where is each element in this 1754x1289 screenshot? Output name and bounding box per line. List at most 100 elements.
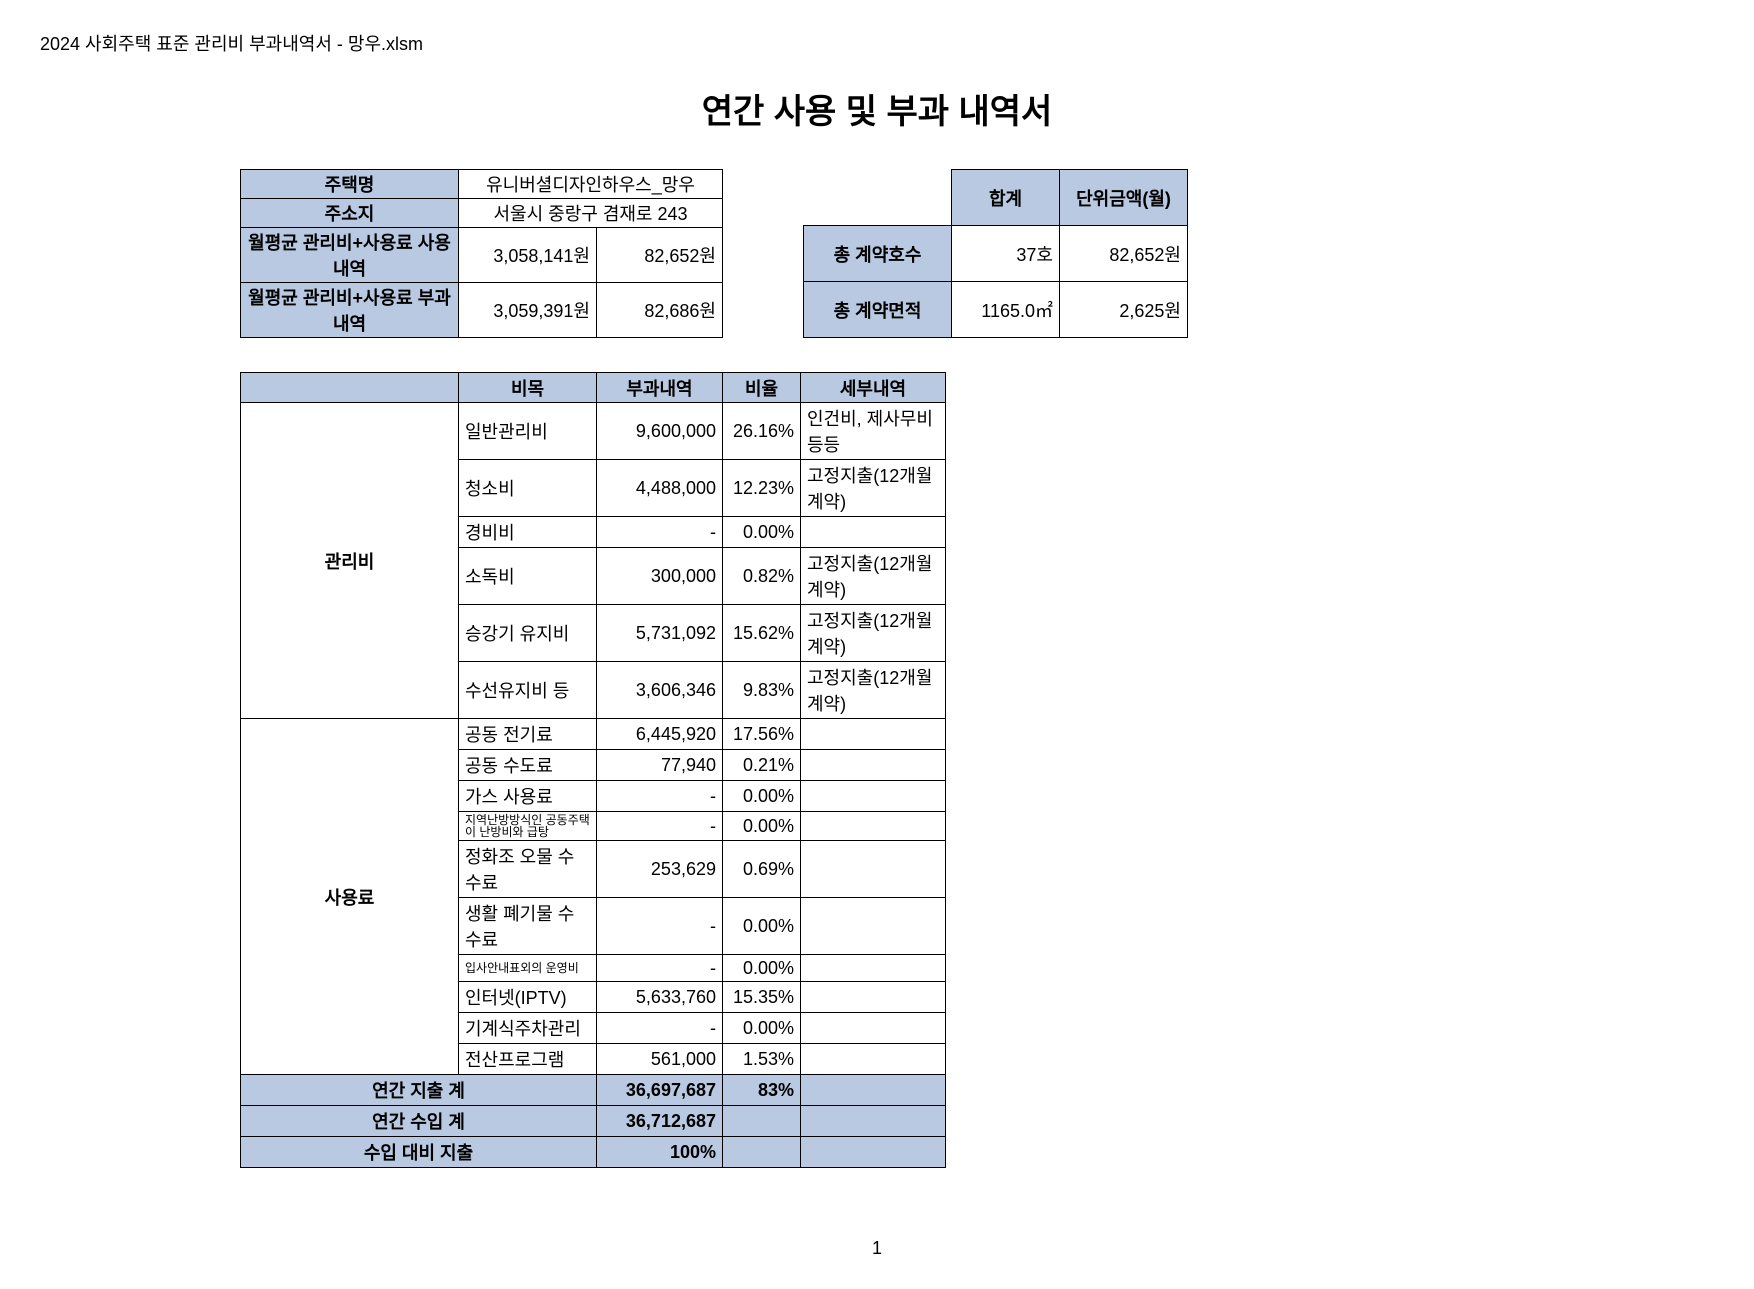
top-tables-row: 주택명 유니버셜디자인하우스_망우 주소지 서울시 중랑구 겸재로 243 월평… (240, 169, 1714, 338)
info-label: 주소지 (241, 199, 459, 228)
amount-cell: 77,940 (597, 750, 723, 781)
total-amount: 36,712,687 (597, 1106, 723, 1137)
amount-cell: 300,000 (597, 548, 723, 605)
side-value: 82,652원 (1060, 226, 1188, 282)
ratio-cell: 0.21% (723, 750, 801, 781)
detail-cell (801, 1013, 946, 1044)
detail-cell: 고정지출(12개월 계약) (801, 662, 946, 719)
amount-cell: 561,000 (597, 1044, 723, 1075)
ratio-cell: 0.00% (723, 517, 801, 548)
total-row: 연간 수입 계 36,712,687 (241, 1106, 946, 1137)
table-row: 사용료 공동 전기료 6,445,920 17.56% (241, 719, 946, 750)
info-label: 월평균 관리비+사용료 부과내역 (241, 283, 459, 338)
amount-cell: - (597, 781, 723, 812)
info-label: 월평균 관리비+사용료 사용내역 (241, 228, 459, 283)
total-detail (801, 1075, 946, 1106)
info-value: 82,686원 (597, 283, 723, 338)
total-ratio: 83% (723, 1075, 801, 1106)
total-detail (801, 1106, 946, 1137)
item-cell: 일반관리비 (459, 403, 597, 460)
document-title: 연간 사용 및 부과 내역서 (40, 84, 1714, 133)
empty-header (241, 373, 459, 403)
item-cell: 공동 수도료 (459, 750, 597, 781)
amount-cell: 6,445,920 (597, 719, 723, 750)
side-label: 총 계약호수 (804, 226, 952, 282)
table-row: 월평균 관리비+사용료 부과내역 3,059,391원 82,686원 (241, 283, 723, 338)
ratio-cell: 9.83% (723, 662, 801, 719)
table-row: 합계 단위금액(월) (804, 170, 1188, 226)
total-label: 수입 대비 지출 (241, 1137, 597, 1168)
table-row: 총 계약호수 37호 82,652원 (804, 226, 1188, 282)
ratio-cell: 12.23% (723, 460, 801, 517)
side-value: 37호 (952, 226, 1060, 282)
detail-cell (801, 841, 946, 898)
item-cell: 정화조 오물 수수료 (459, 841, 597, 898)
info-label: 주택명 (241, 170, 459, 199)
empty-cell (804, 170, 952, 226)
detail-cell: 고정지출(12개월 계약) (801, 605, 946, 662)
amount-cell: 253,629 (597, 841, 723, 898)
ratio-cell: 0.00% (723, 898, 801, 955)
total-ratio (723, 1137, 801, 1168)
amount-cell: 9,600,000 (597, 403, 723, 460)
side-header-unit: 단위금액(월) (1060, 170, 1188, 226)
table-row: 주택명 유니버셜디자인하우스_망우 (241, 170, 723, 199)
item-cell: 소독비 (459, 548, 597, 605)
total-ratio (723, 1106, 801, 1137)
table-header-row: 비목 부과내역 비율 세부내역 (241, 373, 946, 403)
side-value: 1165.0㎡ (952, 282, 1060, 338)
detail-cell: 고정지출(12개월 계약) (801, 460, 946, 517)
item-cell: 입사안내표외의 운영비 (459, 955, 597, 982)
ratio-cell: 0.00% (723, 1013, 801, 1044)
amount-cell: - (597, 898, 723, 955)
detail-cell: 고정지출(12개월 계약) (801, 548, 946, 605)
total-amount: 100% (597, 1137, 723, 1168)
ratio-cell: 0.69% (723, 841, 801, 898)
item-cell: 공동 전기료 (459, 719, 597, 750)
total-label: 연간 수입 계 (241, 1106, 597, 1137)
ratio-cell: 0.82% (723, 548, 801, 605)
info-table: 주택명 유니버셜디자인하우스_망우 주소지 서울시 중랑구 겸재로 243 월평… (240, 169, 723, 338)
total-detail (801, 1137, 946, 1168)
item-cell: 인터넷(IPTV) (459, 982, 597, 1013)
item-cell: 청소비 (459, 460, 597, 517)
item-cell: 생활 폐기물 수수료 (459, 898, 597, 955)
side-header-sum: 합계 (952, 170, 1060, 226)
col-header-detail: 세부내역 (801, 373, 946, 403)
ratio-cell: 17.56% (723, 719, 801, 750)
info-value: 3,058,141원 (459, 228, 597, 283)
item-cell: 기계식주차관리 (459, 1013, 597, 1044)
item-cell: 지역난방방식인 공동주택이 난방비와 급탕 (459, 812, 597, 841)
col-header-item: 비목 (459, 373, 597, 403)
col-header-amount: 부과내역 (597, 373, 723, 403)
detail-cell (801, 955, 946, 982)
detail-cell (801, 719, 946, 750)
item-cell: 승강기 유지비 (459, 605, 597, 662)
item-cell: 가스 사용료 (459, 781, 597, 812)
category-cell: 사용료 (241, 719, 459, 1075)
detail-cell (801, 781, 946, 812)
detail-cell (801, 750, 946, 781)
item-cell: 전산프로그램 (459, 1044, 597, 1075)
side-value: 2,625원 (1060, 282, 1188, 338)
info-value: 82,652원 (597, 228, 723, 283)
info-value: 유니버셜디자인하우스_망우 (459, 170, 723, 199)
detail-cell (801, 982, 946, 1013)
detail-cell (801, 898, 946, 955)
amount-cell: 5,731,092 (597, 605, 723, 662)
total-label: 연간 지출 계 (241, 1075, 597, 1106)
main-table: 비목 부과내역 비율 세부내역 관리비 일반관리비 9,600,000 26.1… (240, 372, 946, 1168)
table-row: 주소지 서울시 중랑구 겸재로 243 (241, 199, 723, 228)
amount-cell: - (597, 517, 723, 548)
item-cell: 수선유지비 등 (459, 662, 597, 719)
total-amount: 36,697,687 (597, 1075, 723, 1106)
ratio-cell: 15.35% (723, 982, 801, 1013)
item-cell: 경비비 (459, 517, 597, 548)
ratio-cell: 1.53% (723, 1044, 801, 1075)
amount-cell: - (597, 955, 723, 982)
info-value: 3,059,391원 (459, 283, 597, 338)
table-row: 월평균 관리비+사용료 사용내역 3,058,141원 82,652원 (241, 228, 723, 283)
ratio-cell: 0.00% (723, 955, 801, 982)
table-row: 총 계약면적 1165.0㎡ 2,625원 (804, 282, 1188, 338)
amount-cell: 3,606,346 (597, 662, 723, 719)
